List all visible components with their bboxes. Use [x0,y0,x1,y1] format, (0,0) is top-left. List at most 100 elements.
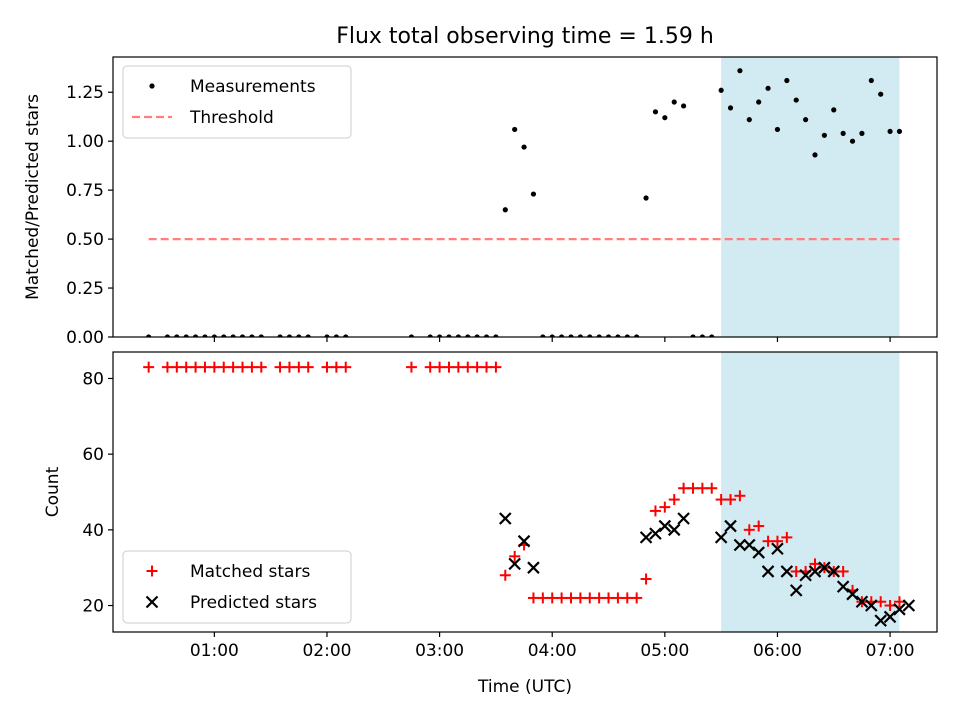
data-point [696,482,708,494]
data-point [171,361,183,373]
data-point [631,592,643,604]
data-point [202,334,208,337]
data-point [639,531,653,544]
data-point [733,538,747,552]
data-point [818,561,831,574]
data-point [643,195,649,201]
data-point [277,334,283,337]
data-point [509,550,521,562]
data-point [827,565,841,578]
data-point [836,580,850,593]
top-panel: 0.00 0.25 0.50 0.75 1.00 1.25 Matched/Predicte… [23,56,938,348]
data-point [324,334,330,337]
data-point [521,144,527,150]
data-point [808,565,822,578]
data-point [436,334,443,337]
data-point [143,361,155,373]
data-point [517,534,531,548]
x-tick-label: 05:00 [640,641,689,661]
x-axis-label: Time (UTC) [477,677,572,697]
series-measurements [146,68,903,337]
data-point [771,542,784,556]
data-point [274,361,286,373]
data-point [239,334,246,337]
data-point [662,115,668,121]
data-point [549,334,555,337]
chart-title: Flux total observing time = 1.59 h [336,24,714,49]
data-point [574,592,586,604]
data-point [677,512,690,525]
legend-swatch [146,565,158,577]
data-point [296,334,302,337]
data-point [709,334,715,337]
data-point [690,334,696,337]
plot-area [143,361,916,627]
data-point [859,130,865,136]
x-tick-label: 03:00 [415,641,464,661]
data-point [658,519,672,533]
data-point [874,614,887,627]
data-point [884,600,896,612]
data-point [230,334,236,337]
data-point [565,592,577,604]
data-point [896,128,903,135]
data-point [530,191,537,197]
legend-label: Threshold [189,108,274,128]
y-axis-label: Count [43,466,63,517]
shaded-region [721,57,900,337]
data-point [706,482,718,494]
data-point [237,361,249,373]
data-point [584,592,596,604]
axes-frame [112,56,938,338]
data-point [596,334,602,337]
data-point [883,610,897,624]
data-point [483,334,490,337]
data-point [587,334,593,337]
data-point [762,535,774,547]
data-point [427,334,433,337]
data-point [180,361,192,373]
data-point [593,592,605,604]
data-point [671,99,677,105]
data-point [737,68,743,74]
data-point [612,592,624,604]
data-point [490,361,502,373]
y-tick-label: 0.50 [66,230,104,250]
data-point [725,494,737,506]
data-point [286,334,293,337]
data-point [221,334,227,337]
data-point [455,334,461,337]
data-point [183,334,189,337]
data-point [424,361,436,373]
data-point [831,107,837,113]
data-point [765,85,771,91]
y-tick-label: 40 [82,521,104,541]
data-point [527,561,540,574]
data-point [868,77,874,84]
data-point [527,592,539,604]
data-point [699,334,705,337]
data-point [540,334,546,337]
data-point [809,558,821,570]
legend-label: Matched stars [190,562,310,582]
data-point [577,334,583,337]
data-point [634,334,640,337]
legend-label: Predicted stars [190,593,317,613]
data-point [753,520,765,532]
data-point [258,334,264,337]
data-point [192,334,199,337]
data-point [837,565,849,577]
data-point [443,361,455,373]
y-tick-label: 80 [82,369,104,389]
data-point [246,361,258,373]
data-point [849,138,856,144]
data-point [681,103,687,109]
data-point [893,603,906,616]
y-tick-label: 0.00 [66,328,104,348]
data-point [546,592,558,604]
y-tick-label: 0.25 [66,279,104,299]
data-point [743,524,755,536]
data-point [667,523,681,537]
data-point [743,538,756,552]
x-tick-label: 04:00 [528,641,577,661]
